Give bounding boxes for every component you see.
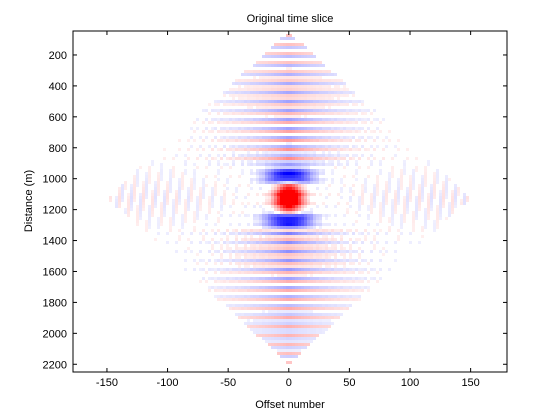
x-tick-label: 150 — [461, 377, 479, 389]
y-tick-label: 200 — [49, 50, 67, 62]
x-tick-label: -150 — [96, 377, 118, 389]
y-tick-label: 1600 — [43, 266, 67, 278]
y-tick-label: 2000 — [43, 328, 67, 340]
y-tick-label: 600 — [49, 112, 67, 124]
x-tick-label: 50 — [343, 377, 355, 389]
x-axis-label: Offset number — [255, 399, 325, 411]
x-tick-label: 0 — [286, 377, 292, 389]
y-axis: 200 400 600 800 1000 1200 1400 1600 1800 2000 2200 — [43, 50, 507, 371]
plot-frame — [72, 30, 508, 373]
y-tick-label: 400 — [49, 81, 67, 93]
y-tick-label: 2200 — [43, 359, 67, 371]
y-axis-label: Distance (m) — [23, 170, 35, 232]
y-tick-label: 1000 — [43, 174, 67, 186]
x-tick-label: -50 — [220, 377, 236, 389]
y-tick-label: 1200 — [43, 205, 67, 217]
y-tick-label: 800 — [49, 143, 67, 155]
y-tick-label: 1800 — [43, 297, 67, 309]
chart-title: Original time slice — [247, 13, 334, 25]
x-axis: -150 -100 -50 0 50 100 150 — [96, 31, 480, 389]
x-tick-label: -100 — [157, 377, 179, 389]
image-layer — [109, 34, 469, 364]
x-tick-label: 100 — [401, 377, 419, 389]
y-tick-label: 1400 — [43, 236, 67, 248]
